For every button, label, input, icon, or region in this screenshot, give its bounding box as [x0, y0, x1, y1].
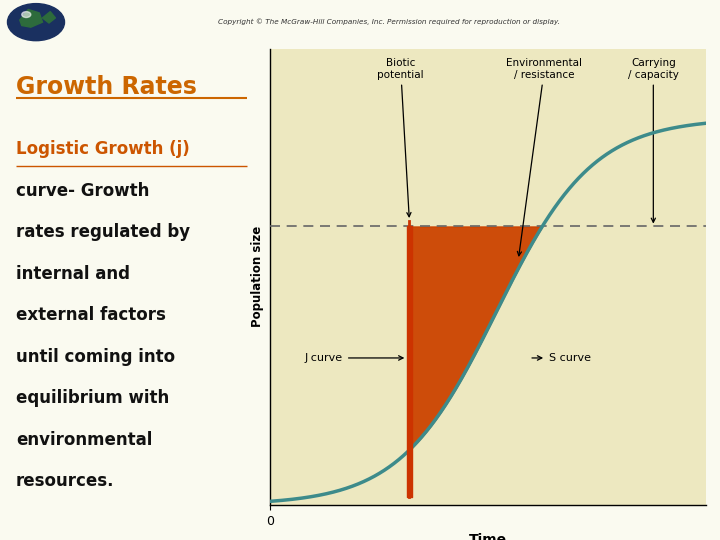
- Polygon shape: [20, 10, 42, 27]
- Text: Biotic
potential: Biotic potential: [377, 58, 424, 217]
- Text: curve- Growth: curve- Growth: [16, 182, 149, 200]
- Circle shape: [7, 4, 65, 40]
- Text: rates regulated by: rates regulated by: [16, 224, 190, 241]
- Y-axis label: Population size: Population size: [251, 226, 264, 327]
- X-axis label: Time: Time: [469, 533, 507, 540]
- Text: J curve: J curve: [305, 353, 403, 363]
- Polygon shape: [42, 11, 55, 23]
- Text: environmental: environmental: [16, 430, 152, 449]
- Text: Copyright © The McGraw-Hill Companies, Inc. Permission required for reproduction: Copyright © The McGraw-Hill Companies, I…: [218, 18, 560, 25]
- Circle shape: [22, 11, 31, 17]
- Text: Carrying
/ capacity: Carrying / capacity: [628, 58, 679, 222]
- Text: internal and: internal and: [16, 265, 130, 283]
- Text: external factors: external factors: [16, 306, 166, 324]
- Text: Environmental
/ resistance: Environmental / resistance: [506, 58, 582, 256]
- Text: Logistic Growth (j): Logistic Growth (j): [16, 140, 189, 158]
- Text: until coming into: until coming into: [16, 348, 175, 366]
- Text: Growth Rates: Growth Rates: [16, 76, 197, 99]
- Text: resources.: resources.: [16, 472, 114, 490]
- Text: equilibrium with: equilibrium with: [16, 389, 169, 407]
- Text: S curve: S curve: [532, 353, 591, 363]
